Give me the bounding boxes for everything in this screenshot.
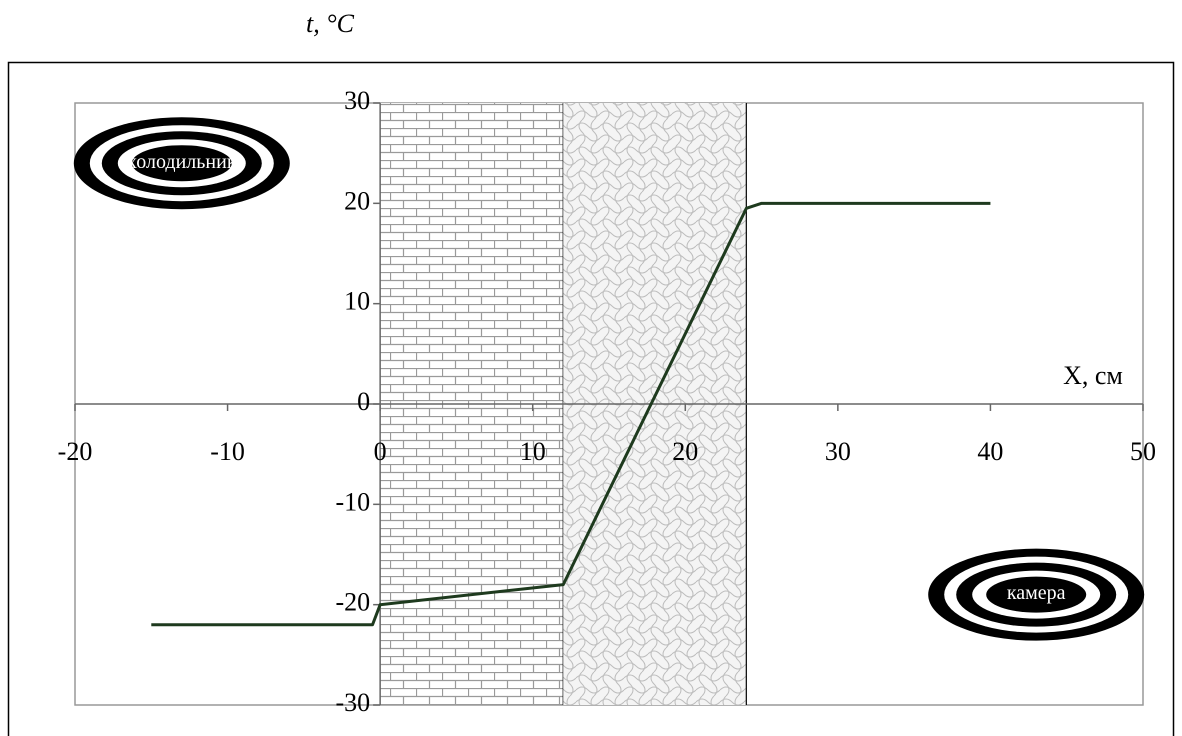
y-tick-label: 10: [344, 287, 370, 316]
x-tick-label: -10: [210, 437, 245, 466]
x-tick-label: 50: [1130, 437, 1156, 466]
x-tick-label: 0: [374, 437, 387, 466]
annotation: камера: [1007, 582, 1066, 604]
x-tick-label: 30: [825, 437, 851, 466]
x-tick-label: -20: [58, 437, 93, 466]
x-tick-label: 10: [520, 437, 546, 466]
annotation: холодильник: [127, 151, 237, 173]
y-axis-title: t, °C: [306, 9, 355, 38]
annotation-badge: [131, 145, 232, 182]
y-tick-label: -30: [335, 688, 370, 717]
frame: [7, 61, 1175, 736]
y-tick-label: 30: [344, 86, 370, 115]
y-tick-label: 0: [357, 387, 370, 416]
temperature-line: [151, 201, 991, 627]
y-tick-label: -10: [335, 487, 370, 516]
annotation-badge: [986, 576, 1087, 613]
x-tick-label: 40: [977, 437, 1003, 466]
x-axis-title: X, см: [1063, 361, 1123, 390]
y-tick-label: -20: [335, 588, 370, 617]
y-tick-label: 20: [344, 186, 370, 215]
x-tick-label: 20: [672, 437, 698, 466]
